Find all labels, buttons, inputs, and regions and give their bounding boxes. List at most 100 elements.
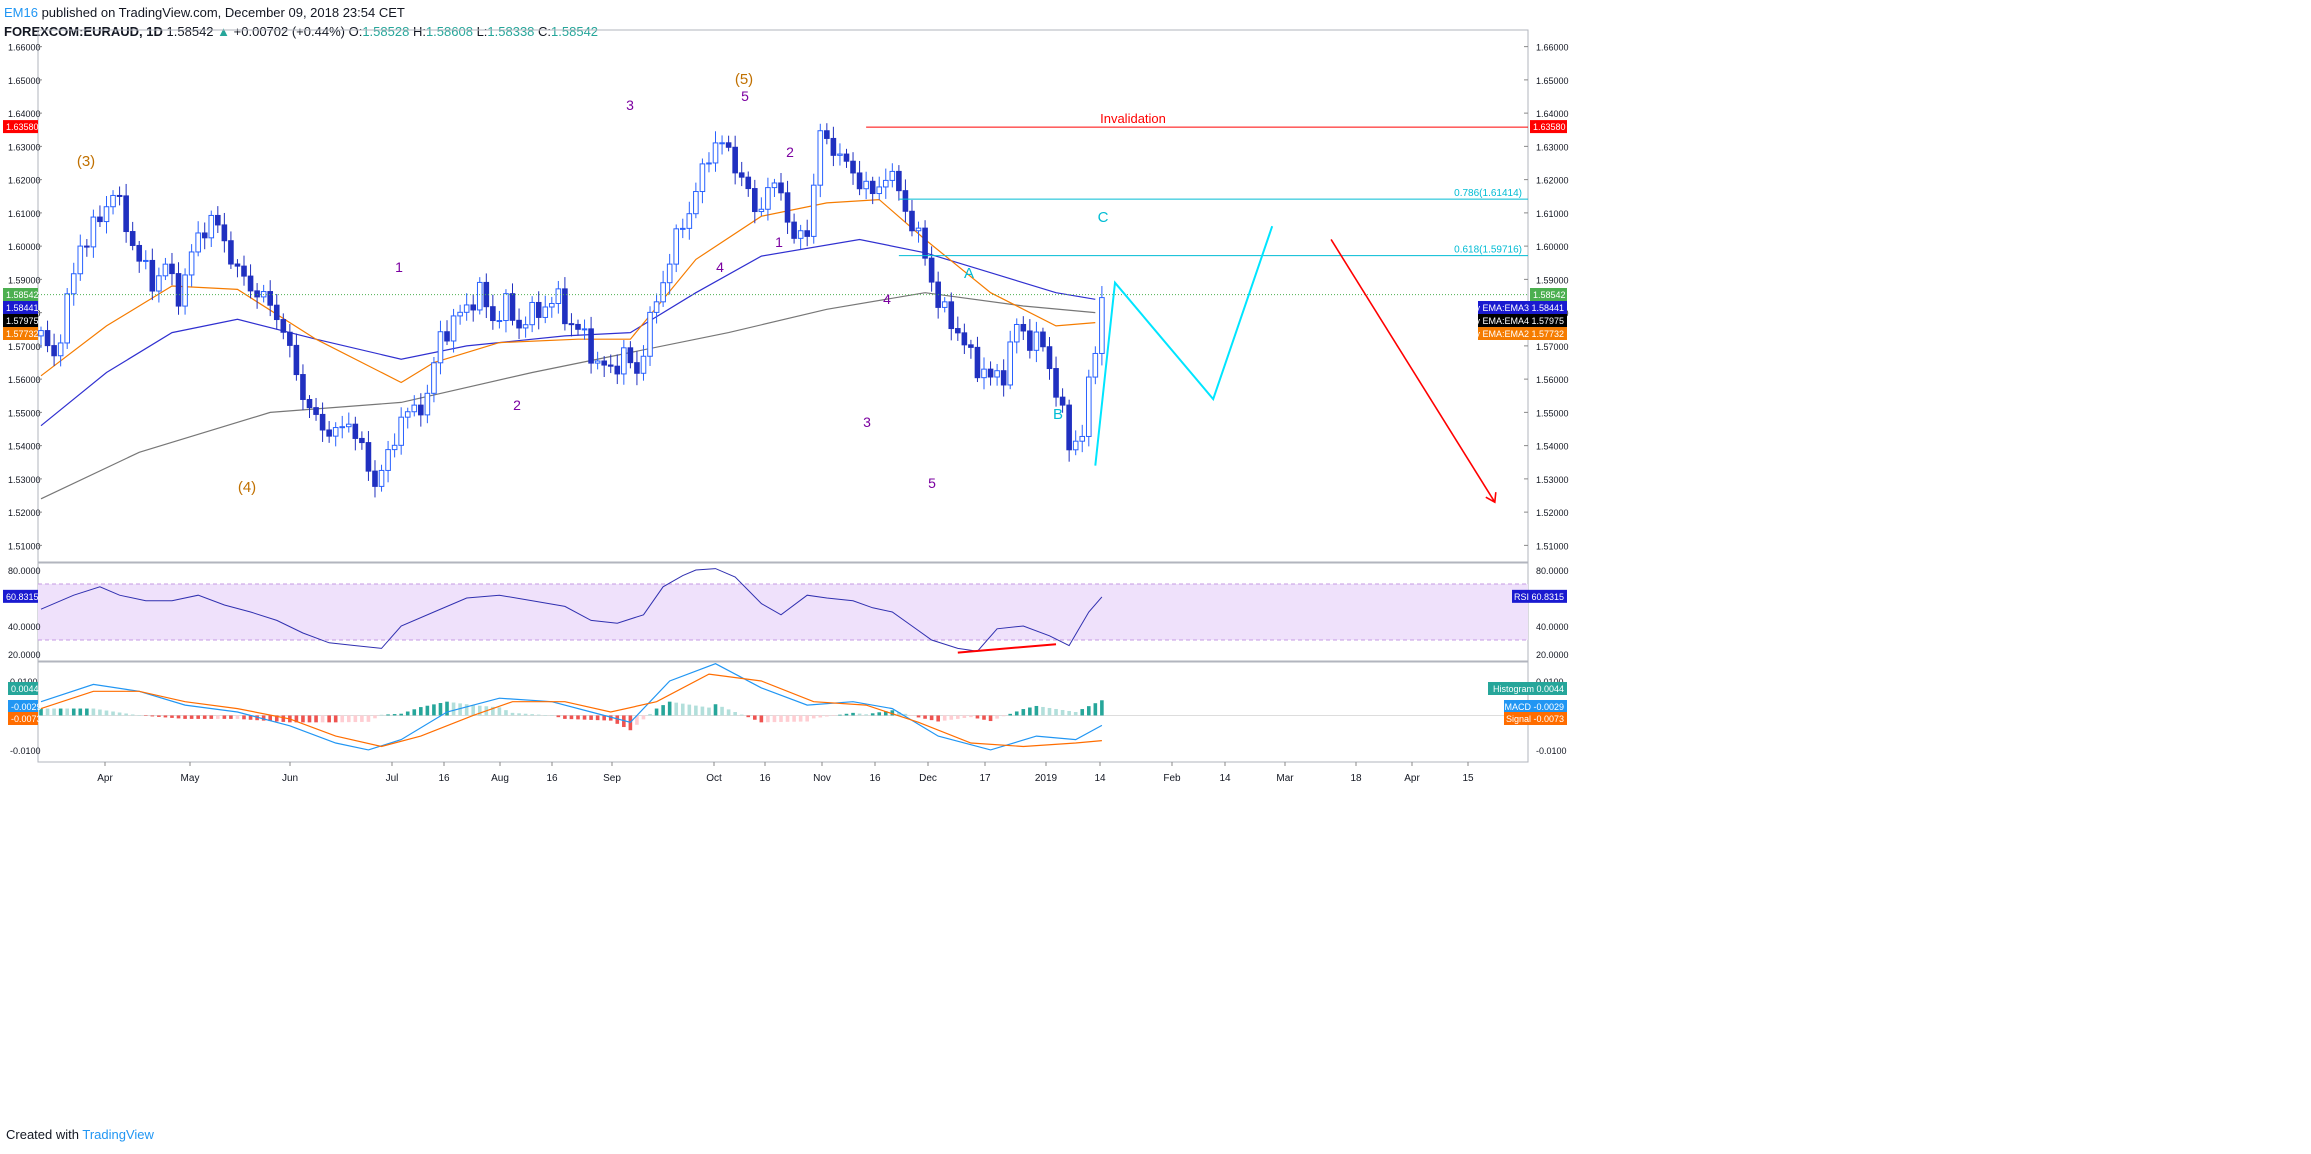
level-lines: Invalidation 0.786(1.61414) 0.618(1.59716) — [38, 111, 1528, 296]
macd-histogram-bar — [825, 715, 829, 717]
macd-histogram-bar — [700, 706, 705, 716]
macd-histogram-bar — [78, 708, 83, 716]
candle-body — [359, 437, 365, 444]
rsi-pane[interactable] — [38, 568, 1528, 654]
candle-body — [922, 227, 928, 259]
price-tick-left: 1.63000 — [8, 142, 41, 152]
candle-body — [784, 192, 791, 223]
candle-body — [647, 311, 653, 357]
macd-histogram-bar — [242, 715, 246, 720]
candle-body — [699, 163, 706, 193]
candle-body — [1046, 346, 1053, 370]
candle-body — [300, 374, 306, 400]
candle-body — [856, 172, 863, 190]
candle-body — [418, 404, 424, 416]
price-tick-left: 1.66000 — [8, 43, 41, 53]
candle-body — [90, 216, 97, 248]
macd-histogram-bar — [52, 708, 56, 716]
macd-histogram-bar — [641, 715, 646, 720]
rsi-tick-right: 20.0000 — [1536, 650, 1569, 660]
tradingview-logo[interactable]: TradingView — [82, 1127, 154, 1142]
candle-body — [568, 323, 575, 326]
candle-body — [313, 407, 319, 415]
candle-body — [38, 330, 44, 337]
abc-forecast-path — [1094, 225, 1274, 466]
macd-pane[interactable] — [38, 663, 1528, 751]
tag-signal-left-bg — [8, 712, 38, 725]
candle-body — [352, 423, 359, 439]
macd-histogram-bar — [792, 715, 796, 722]
wave-label-minor: 4 — [716, 259, 724, 275]
tag-last-left: 1.58542 — [6, 290, 39, 300]
candle-body — [693, 191, 699, 215]
candle-body — [103, 206, 110, 223]
symbol-title[interactable]: FOREXCOM:EURAUD, 1D — [4, 24, 163, 39]
macd-histogram-bar — [261, 715, 266, 721]
macd-histogram-bar — [1021, 709, 1026, 716]
candle-body — [1079, 435, 1086, 442]
author-link[interactable]: EM16 — [4, 5, 38, 20]
low-label: L: — [476, 24, 488, 39]
candle-body — [490, 306, 496, 322]
time-tick-label: Nov — [813, 773, 831, 784]
axes: 1.66000 1.66000 1.65000 1.65000 1.64000 1.640… — [8, 43, 1569, 784]
candle-body — [725, 142, 732, 148]
tag-invalidation-right-bg — [1530, 120, 1567, 134]
candle-body — [1053, 368, 1059, 398]
candle-body — [706, 162, 712, 165]
macd-histogram-bar — [779, 715, 783, 722]
candle-body — [470, 304, 477, 311]
candle-body — [765, 187, 771, 210]
macd-histogram-bar — [949, 715, 954, 720]
ema-gray-line — [40, 292, 1096, 500]
macd-histogram-bar — [150, 715, 155, 717]
macd-histogram-bar — [549, 715, 554, 716]
wave-label-minor: 3 — [626, 97, 634, 113]
macd-histogram-bar — [248, 715, 253, 720]
candle-body — [771, 182, 778, 189]
macd-histogram-bar — [1028, 707, 1032, 716]
candle-body — [797, 230, 804, 239]
candle-body — [287, 331, 293, 346]
macd-histogram-bar — [143, 715, 148, 716]
macd-histogram-bar — [170, 715, 174, 718]
macd-histogram-bar — [419, 707, 423, 716]
macd-histogram-bar — [536, 714, 541, 716]
macd-histogram-bar — [405, 711, 410, 716]
time-tick-label: 14 — [1219, 773, 1231, 784]
price-tick-right: 1.59000 — [1536, 275, 1569, 285]
wave-label-minor: 3 — [863, 414, 871, 430]
tag-ema3-right-bg — [1478, 301, 1567, 314]
candle-body — [182, 274, 188, 307]
price-tick-right: 1.66000 — [1536, 43, 1569, 53]
tag-last-right: 1.58542 — [1533, 290, 1566, 300]
macd-histogram-bar — [589, 715, 593, 720]
rsi-tick-left: 20.0000 — [8, 650, 41, 660]
tag-signal-right: Signal -0.0073 — [1506, 714, 1564, 724]
time-tick-label: 16 — [869, 773, 881, 784]
macd-histogram-bar — [432, 704, 436, 716]
candle-body — [175, 273, 182, 307]
candle-body — [522, 324, 529, 329]
candle-body — [673, 228, 680, 265]
candle-body — [817, 130, 824, 186]
candle-body — [156, 275, 162, 292]
open-value: 1.58528 — [362, 24, 410, 39]
macd-histogram-bar — [969, 715, 973, 718]
tag-invalidation-left-bg — [3, 120, 38, 134]
last-price: 1.58542 — [166, 24, 214, 39]
candle-body — [339, 426, 346, 429]
macd-histogram-bar — [425, 705, 430, 716]
price-pane[interactable]: Invalidation 0.786(1.61414) 0.618(1.59716)… — [38, 71, 1528, 504]
macd-histogram-bar — [576, 715, 580, 720]
macd-histogram-bar — [595, 715, 600, 721]
candle-body — [640, 355, 647, 374]
price-tick-right: 1.57000 — [1536, 342, 1569, 352]
candle-body — [941, 301, 948, 308]
candle-body — [955, 328, 961, 334]
candle-body — [398, 416, 404, 446]
macd-histogram-bar — [209, 715, 214, 719]
candle-body — [902, 190, 909, 212]
candle-body — [1092, 352, 1099, 378]
